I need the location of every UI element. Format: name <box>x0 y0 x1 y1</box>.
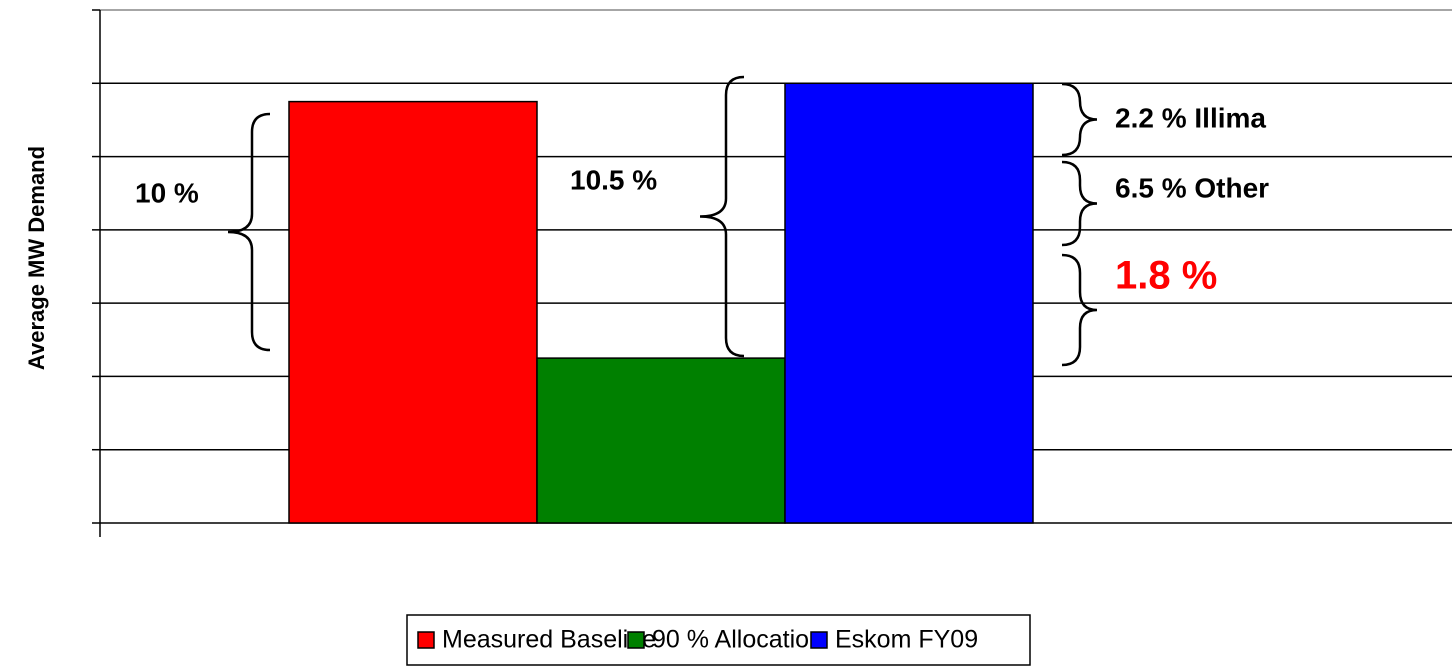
legend-swatch <box>627 631 645 649</box>
annotation: 10.5 % <box>570 164 657 195</box>
legend-label: Measured Baseline <box>442 626 656 654</box>
y-axis-label: Average MW Demand <box>24 146 49 370</box>
brace <box>1061 253 1098 367</box>
bar <box>536 357 786 524</box>
bar <box>784 82 1034 524</box>
legend-swatch <box>417 631 435 649</box>
bar <box>288 100 538 524</box>
annotation: 2.2 % Illima <box>1115 102 1266 133</box>
annotation: 1.8 % <box>1115 254 1217 298</box>
legend-label: 90 % Allocation <box>652 626 823 654</box>
brace <box>1061 160 1098 247</box>
annotation: 10 % <box>135 177 199 208</box>
brace <box>227 112 271 352</box>
brace <box>699 75 745 358</box>
brace <box>1061 82 1098 157</box>
legend-swatch <box>810 631 828 649</box>
annotation: 6.5 % Other <box>1115 172 1269 203</box>
legend-label: Eskom FY09 <box>835 626 978 654</box>
legend-box <box>406 614 1031 666</box>
